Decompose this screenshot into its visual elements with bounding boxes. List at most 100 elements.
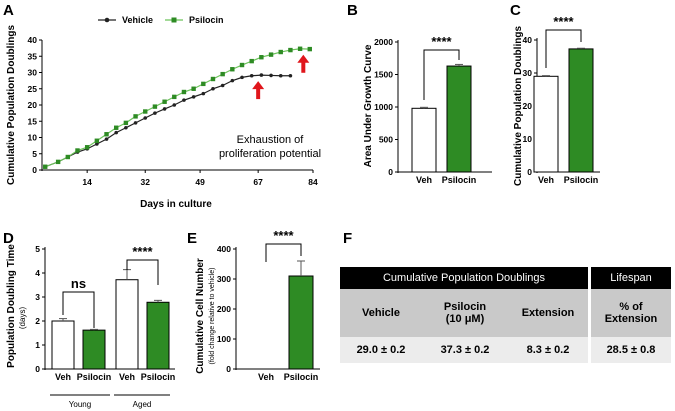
- x-tick-label: 32: [141, 177, 151, 187]
- data-point-psilocin: [152, 104, 158, 109]
- data-point-psilocin: [75, 148, 80, 153]
- y-tick-label: 10: [523, 134, 533, 144]
- data-point-vehicle: [153, 111, 157, 115]
- panel-label-f: F: [343, 230, 353, 247]
- category-label: Veh: [258, 372, 274, 382]
- legend-label-vehicle: Vehicle: [122, 15, 153, 25]
- panel-label-c: C: [510, 2, 521, 19]
- y-tick-label: 0: [226, 364, 231, 374]
- data-point-vehicle: [278, 73, 283, 78]
- significance-label: ****: [273, 228, 294, 243]
- chart-a-xlabel: Days in culture: [140, 199, 212, 210]
- panel-label-e: E: [187, 230, 198, 247]
- data-point-vehicle: [211, 86, 215, 91]
- table-header-cpd: Cumulative Population Doublings: [340, 267, 590, 289]
- red-arrow-head: [252, 81, 265, 90]
- chart-a-legend: Vehicle Psilocin: [98, 15, 224, 25]
- category-label: Veh: [119, 372, 135, 382]
- y-tick-label: 0: [32, 165, 37, 175]
- y-tick-label: 0: [35, 364, 40, 374]
- col-pct-line-1: % of: [619, 301, 643, 313]
- data-point-psilocin: [297, 46, 303, 51]
- data-point-psilocin: [268, 52, 274, 57]
- chart-d-ylabel-unit: (days): [18, 307, 27, 330]
- y-tick-label: 0: [388, 167, 393, 177]
- x-tick-label: 84: [308, 177, 318, 187]
- red-arrow-shaft: [301, 61, 306, 73]
- col-vehicle: Vehicle: [340, 289, 422, 337]
- data-point-vehicle: [230, 78, 235, 83]
- panel-label-b: B: [347, 2, 358, 19]
- x-tick-label: 67: [253, 177, 263, 187]
- y-tick-label: 300: [217, 274, 231, 284]
- y-tick-label: 2000: [374, 37, 393, 47]
- data-point-vehicle: [114, 130, 119, 135]
- data-point-psilocin: [239, 62, 245, 68]
- annotation-line-2: proliferation potential: [219, 148, 321, 160]
- col-extension: Extension: [508, 289, 590, 337]
- data-point-psilocin: [143, 109, 148, 114]
- group-label-young: Young: [69, 400, 91, 409]
- y-tick-label: 20: [28, 100, 38, 110]
- red-arrow-shaft: [256, 88, 261, 100]
- val-pct-extension: 28.5 ± 0.8: [588, 337, 671, 363]
- chart-a: Cumulative Population Doublings Days in …: [6, 15, 321, 210]
- bar-psilocin: [568, 48, 594, 173]
- data-point-vehicle: [288, 73, 293, 78]
- summary-table: Cumulative Population Doublings Lifespan…: [340, 267, 671, 363]
- significance-bracket: [545, 29, 582, 68]
- category-label: Psilocin: [442, 175, 477, 185]
- data-point-vehicle: [104, 137, 109, 141]
- category-label: Veh: [55, 372, 71, 382]
- y-tick-label: 100: [217, 334, 231, 344]
- chart-a-ylabel: Cumulative Population Doublings: [6, 25, 17, 185]
- y-tick-label: 10: [28, 133, 38, 143]
- series-line-psilocin: [45, 48, 310, 168]
- data-point-psilocin: [259, 55, 264, 60]
- col-pct-extension: % of Extension: [588, 289, 671, 337]
- y-tick-label: 20: [523, 101, 533, 111]
- data-point-psilocin: [123, 120, 129, 126]
- data-point-psilocin: [220, 71, 225, 77]
- red-arrow-head: [297, 54, 310, 63]
- chart-e: Cumulative Cell Number (fold change rela…: [195, 228, 320, 382]
- y-tick-label: 35: [28, 51, 38, 61]
- y-tick-label: 25: [28, 84, 38, 94]
- bar-psilocin: [146, 301, 170, 370]
- y-tick-label: 1500: [374, 70, 393, 80]
- significance-label: ****: [431, 34, 452, 49]
- significance-bracket: [423, 49, 460, 100]
- col-pct-line-2: Extension: [604, 313, 658, 325]
- col-psilocin-line-1: Psilocin: [443, 301, 487, 313]
- y-tick-label: 200: [217, 304, 231, 314]
- bar-psilocin: [82, 329, 106, 370]
- data-point-psilocin: [65, 154, 71, 160]
- y-tick-label: 0: [527, 167, 532, 177]
- significance-label: ****: [132, 244, 153, 259]
- significance-label: ****: [553, 14, 574, 29]
- data-point-psilocin: [230, 67, 235, 72]
- group-label-aged: Aged: [133, 400, 152, 409]
- y-tick-label: 15: [28, 116, 38, 126]
- data-point-psilocin: [181, 89, 187, 95]
- chart-b-ylabel: Area Under Growth Curve: [363, 44, 374, 167]
- x-tick-label: 49: [195, 177, 205, 187]
- significance-bracket: [126, 259, 159, 285]
- legend-marker-psilocin: [171, 17, 177, 23]
- data-point-vehicle: [143, 116, 148, 120]
- significance-label: ns: [71, 276, 86, 291]
- table-header-lifespan: Lifespan: [588, 267, 671, 289]
- x-tick-label: 14: [82, 177, 92, 187]
- data-point-vehicle: [133, 121, 138, 125]
- data-point-psilocin: [104, 132, 109, 137]
- data-point-psilocin: [288, 47, 293, 53]
- data-point-vehicle: [182, 98, 186, 102]
- data-point-psilocin: [172, 94, 177, 100]
- data-point-psilocin: [84, 145, 90, 150]
- chart-d-ylabel: Population Doubling Time: [6, 244, 17, 368]
- chart-c: Cumulative Population Doublings 0 10 20 30 4…: [513, 14, 600, 186]
- chart-b: Area Under Growth Curve 0 500 1000 1500 2000…: [363, 34, 492, 185]
- y-tick-label: 5: [35, 244, 40, 254]
- data-point-vehicle: [95, 142, 99, 146]
- data-point-vehicle: [162, 107, 167, 111]
